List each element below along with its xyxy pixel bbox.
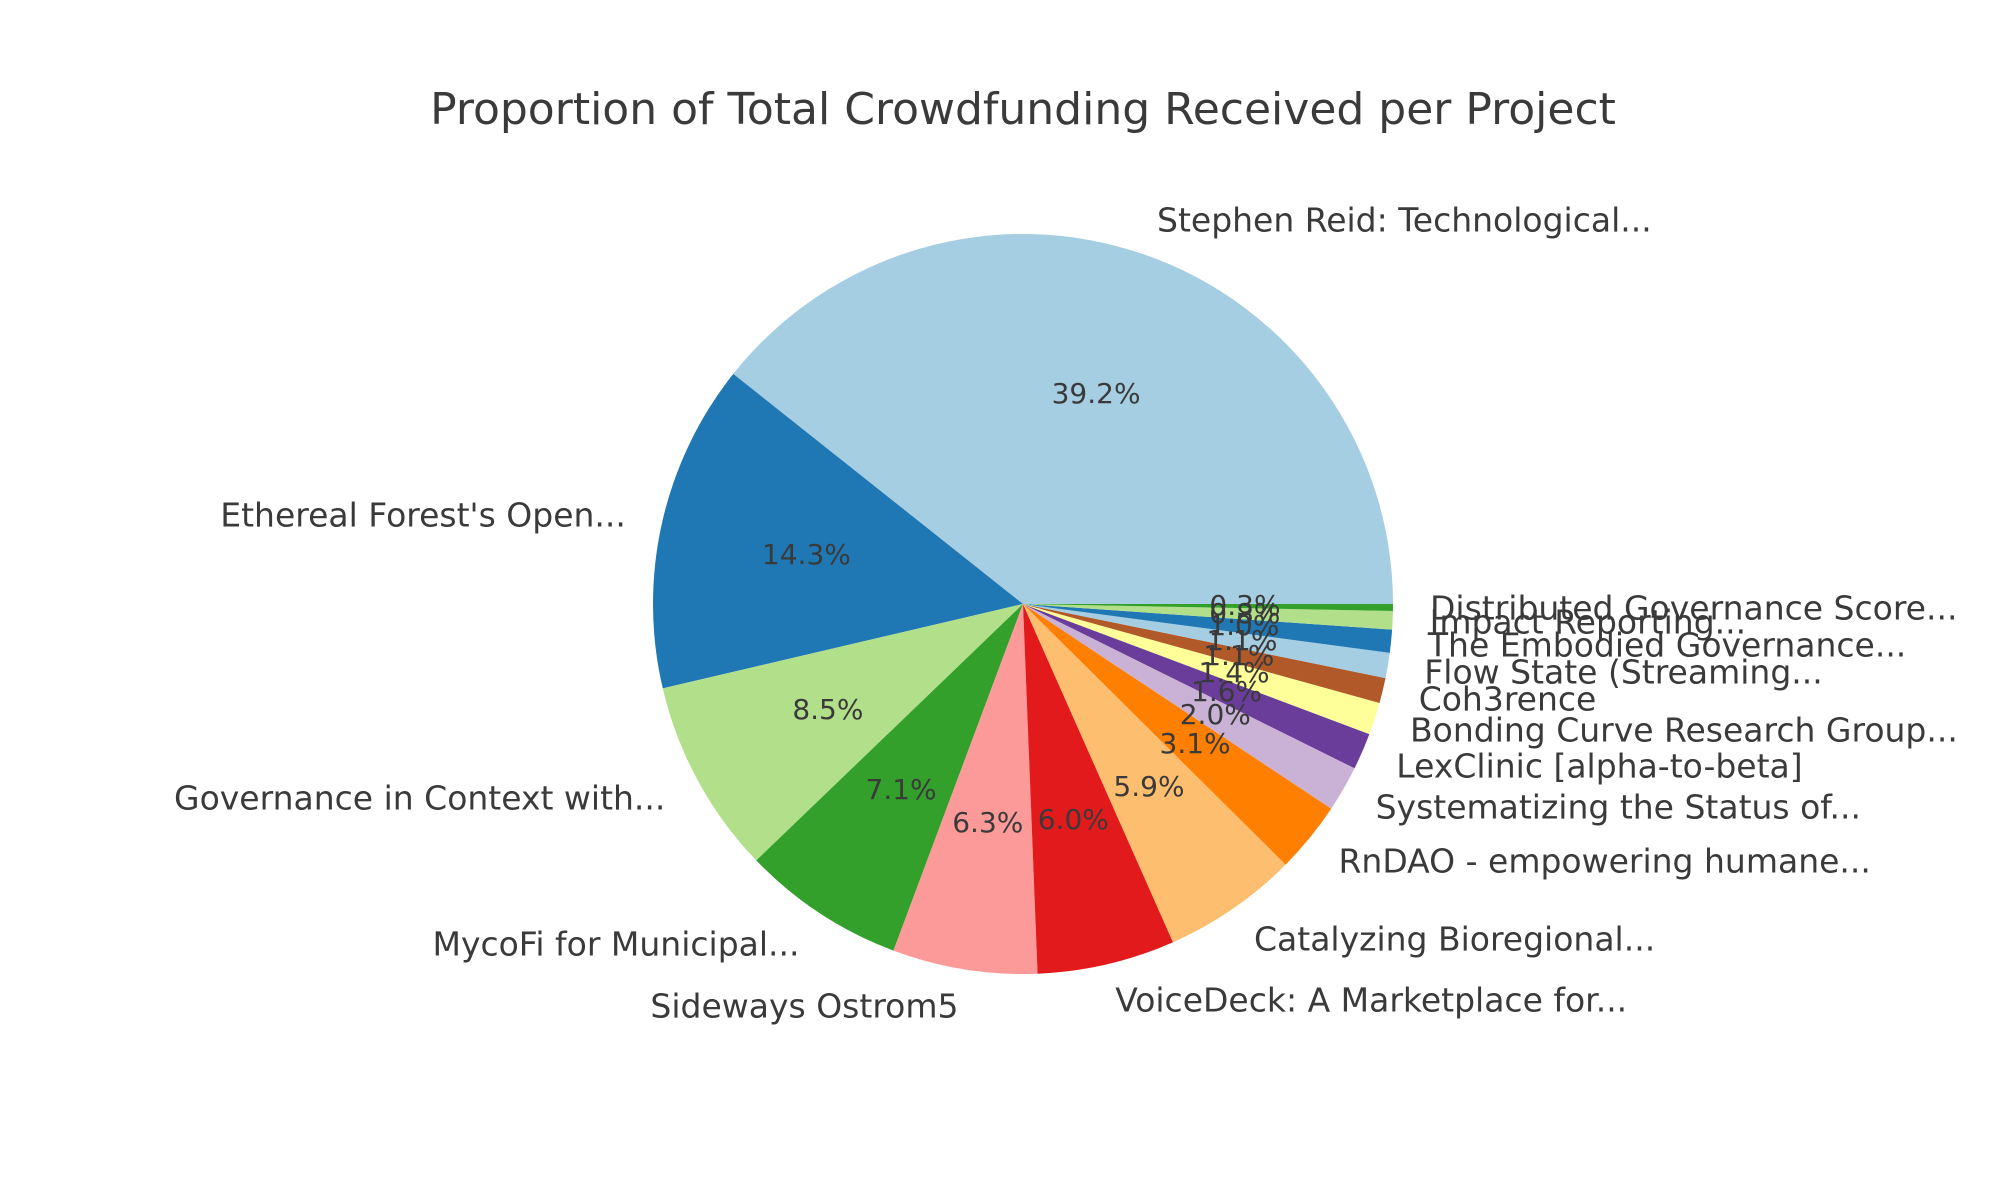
slice-percent-label: 39.2% <box>1051 377 1141 411</box>
slice-percent-label: 3.1% <box>1159 727 1231 761</box>
slice-name-label: Coh3rence <box>1418 679 1597 719</box>
slice-percent-label: 1.1% <box>1203 639 1275 672</box>
slice-percent-label: 0.3% <box>1209 589 1281 623</box>
chart-title: Proportion of Total Crowdfunding Receive… <box>430 84 1616 135</box>
pie-slice <box>1023 604 1174 974</box>
slice-name-label: Bonding Curve Research Group... <box>1410 710 1958 750</box>
slice-name-label: The Embodied Governance... <box>1427 625 1907 665</box>
slice-name-label: MycoFi for Municipal... <box>432 924 800 964</box>
slice-percent-label: 14.3% <box>761 538 851 572</box>
slice-name-label: Sideways Ostrom5 <box>650 986 959 1026</box>
slice-percent-label: 1.1% <box>1206 623 1278 657</box>
slice-name-label: Impact Reporting... <box>1429 602 1747 642</box>
pie-slice <box>1023 604 1286 943</box>
pie-slice <box>893 604 1038 974</box>
slice-percent-label: 5.9% <box>1113 769 1185 803</box>
slice-percent-label: 8.5% <box>792 693 864 726</box>
pie-slice <box>733 234 1393 605</box>
slice-name-label: Flow State (Streaming... <box>1424 652 1823 692</box>
pie-slice <box>653 373 1023 689</box>
slice-name-label: RnDAO - empowering humane... <box>1338 841 1871 881</box>
pie-slice <box>1023 604 1380 735</box>
slice-name-label: Catalyzing Bioregional... <box>1254 919 1656 959</box>
slice-percent-label: 1.6% <box>1191 675 1263 709</box>
slice-name-label: Governance in Context with... <box>174 778 666 818</box>
slice-name-label: VoiceDeck: A Marketplace for... <box>1115 980 1628 1020</box>
pie-slice <box>1023 604 1390 679</box>
slice-name-label: Stephen Reid: Technological... <box>1157 200 1652 240</box>
pie-slice <box>1023 604 1393 611</box>
slice-name-label: Systematizing the Status of... <box>1375 787 1861 827</box>
pie-slice <box>1023 604 1355 809</box>
pie-slice <box>1023 604 1332 865</box>
pie-slice <box>1023 604 1386 704</box>
pie-slice <box>1023 604 1370 769</box>
slice-percent-label: 6.3% <box>952 806 1024 840</box>
slice-name-label: LexClinic [alpha-to-beta] <box>1396 746 1803 786</box>
slice-percent-label: 1.0% <box>1208 609 1280 643</box>
slice-percent-label: 6.0% <box>1037 803 1109 837</box>
pie-slice <box>1023 604 1393 630</box>
pie-slice <box>662 604 1023 861</box>
slice-percent-label: 0.8% <box>1209 596 1281 630</box>
slice-name-label: Distributed Governance Score... <box>1430 588 1958 628</box>
pie-slice <box>756 604 1023 951</box>
slice-percent-label: 1.4% <box>1198 655 1270 689</box>
slice-percent-label: 7.1% <box>865 772 937 806</box>
pie-slice <box>1023 604 1393 653</box>
slice-percent-label: 2.0% <box>1179 697 1251 731</box>
slice-name-label: Ethereal Forest's Open... <box>220 495 626 535</box>
